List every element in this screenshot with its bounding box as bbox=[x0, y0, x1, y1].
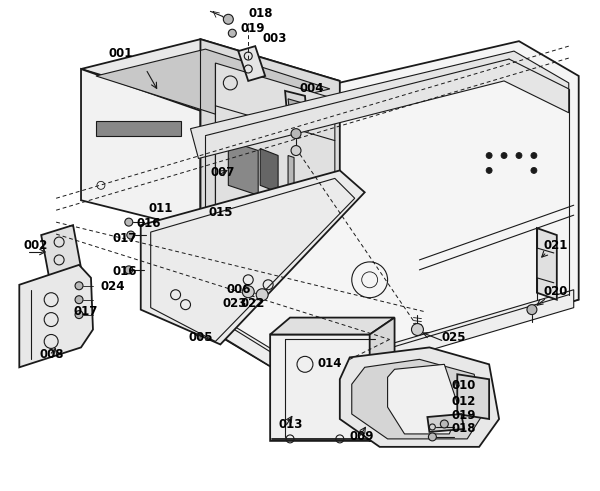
Text: 025: 025 bbox=[442, 331, 466, 344]
Polygon shape bbox=[200, 39, 340, 230]
Text: 021: 021 bbox=[544, 240, 568, 252]
Circle shape bbox=[75, 296, 83, 303]
Circle shape bbox=[516, 153, 522, 159]
Circle shape bbox=[531, 153, 537, 159]
Circle shape bbox=[229, 29, 236, 37]
Polygon shape bbox=[141, 170, 365, 345]
Text: 017: 017 bbox=[113, 232, 137, 245]
Circle shape bbox=[291, 145, 301, 156]
Polygon shape bbox=[260, 149, 278, 192]
Circle shape bbox=[75, 311, 83, 319]
Circle shape bbox=[486, 167, 492, 173]
Text: 002: 002 bbox=[23, 240, 47, 252]
Text: 003: 003 bbox=[262, 32, 287, 45]
Text: 019: 019 bbox=[451, 409, 476, 422]
Polygon shape bbox=[340, 348, 499, 447]
Polygon shape bbox=[81, 39, 340, 111]
Polygon shape bbox=[537, 228, 557, 300]
Text: 022: 022 bbox=[240, 297, 265, 310]
Text: 015: 015 bbox=[208, 206, 233, 218]
Circle shape bbox=[501, 153, 507, 159]
Polygon shape bbox=[352, 359, 481, 439]
Text: 023: 023 bbox=[223, 297, 247, 310]
Text: 005: 005 bbox=[188, 331, 213, 344]
Polygon shape bbox=[427, 414, 464, 432]
Circle shape bbox=[125, 218, 133, 226]
Text: 012: 012 bbox=[451, 395, 476, 408]
Polygon shape bbox=[19, 265, 93, 367]
Polygon shape bbox=[41, 225, 81, 278]
Polygon shape bbox=[191, 51, 569, 159]
Polygon shape bbox=[288, 156, 294, 235]
Polygon shape bbox=[96, 49, 330, 116]
Polygon shape bbox=[270, 318, 395, 334]
Circle shape bbox=[527, 304, 537, 315]
Polygon shape bbox=[370, 318, 395, 441]
Text: 010: 010 bbox=[451, 379, 476, 392]
Text: 006: 006 bbox=[226, 283, 251, 296]
Polygon shape bbox=[285, 91, 308, 131]
Circle shape bbox=[430, 424, 436, 430]
Polygon shape bbox=[229, 140, 258, 195]
Polygon shape bbox=[176, 41, 579, 381]
Polygon shape bbox=[96, 121, 181, 136]
Text: 019: 019 bbox=[240, 22, 265, 35]
Circle shape bbox=[127, 231, 135, 239]
Polygon shape bbox=[388, 364, 459, 434]
Polygon shape bbox=[270, 334, 389, 441]
Text: 017: 017 bbox=[73, 305, 97, 318]
Circle shape bbox=[440, 420, 448, 428]
Circle shape bbox=[291, 129, 301, 138]
Polygon shape bbox=[215, 63, 335, 215]
Text: 016: 016 bbox=[113, 265, 137, 278]
Text: 024: 024 bbox=[101, 280, 125, 293]
Circle shape bbox=[75, 282, 83, 290]
Circle shape bbox=[412, 324, 424, 335]
Circle shape bbox=[486, 153, 492, 159]
Circle shape bbox=[223, 14, 233, 24]
Polygon shape bbox=[238, 46, 265, 81]
Circle shape bbox=[531, 167, 537, 173]
Circle shape bbox=[125, 266, 133, 274]
Text: 016: 016 bbox=[137, 217, 161, 230]
Circle shape bbox=[428, 433, 436, 441]
Polygon shape bbox=[457, 374, 489, 419]
Polygon shape bbox=[81, 69, 200, 230]
Circle shape bbox=[242, 286, 254, 298]
Text: 008: 008 bbox=[39, 348, 64, 361]
Text: 009: 009 bbox=[350, 431, 374, 443]
Text: 013: 013 bbox=[278, 418, 302, 432]
Text: 020: 020 bbox=[544, 285, 568, 298]
Text: 018: 018 bbox=[451, 422, 476, 436]
Polygon shape bbox=[191, 290, 574, 387]
Text: 014: 014 bbox=[318, 357, 343, 370]
Text: 011: 011 bbox=[149, 202, 173, 215]
Polygon shape bbox=[288, 99, 304, 119]
Circle shape bbox=[256, 289, 268, 300]
Text: 018: 018 bbox=[248, 7, 273, 20]
Text: 004: 004 bbox=[300, 82, 325, 95]
Text: 007: 007 bbox=[211, 166, 235, 179]
Text: 001: 001 bbox=[109, 47, 133, 59]
